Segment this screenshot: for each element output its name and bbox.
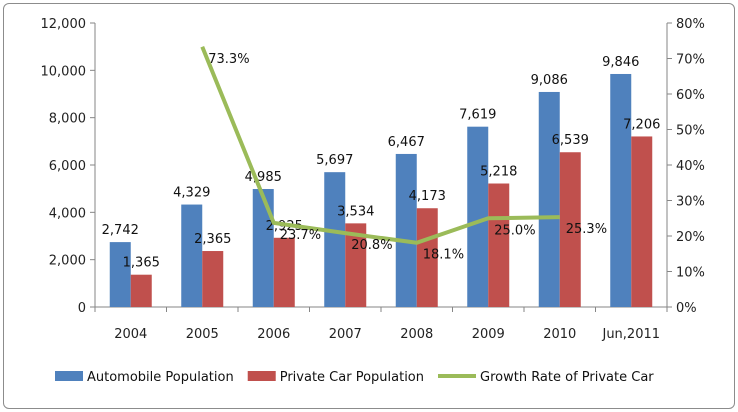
- data-label-automobile: 4,329: [173, 186, 210, 201]
- y-right-tick-label: 20%: [676, 230, 705, 245]
- data-label-automobile: 2,742: [102, 223, 139, 238]
- y-left-tick-label: 12,000: [41, 17, 87, 32]
- bar-private-car: [130, 274, 152, 307]
- legend: Automobile Population Private Car Populat…: [55, 370, 654, 385]
- data-label-automobile: 6,467: [388, 135, 425, 150]
- x-tick-label: 2006: [257, 327, 290, 342]
- legend-label: Private Car Population: [280, 370, 424, 385]
- data-label-automobile: 7,619: [459, 108, 496, 123]
- y-right-tick-label: 80%: [676, 17, 705, 32]
- data-label-automobile: 9,086: [531, 73, 568, 88]
- y-right-tick-label: 0%: [676, 301, 697, 316]
- y-left-tick-label: 10,000: [41, 64, 87, 79]
- legend-label: Automobile Population: [87, 370, 234, 385]
- y-left-tick-label: 2,000: [49, 254, 86, 269]
- bar-private-car: [202, 251, 224, 307]
- x-tick-label: Jun,2011: [601, 327, 660, 342]
- y-left-tick-label: 6,000: [49, 159, 86, 174]
- bar-automobile: [538, 91, 560, 308]
- data-label-growth-rate: 20.8%: [351, 238, 392, 253]
- growth-rate-line: [200, 46, 560, 245]
- x-tick-label: 2007: [329, 327, 362, 342]
- y-left-tick-label: 0: [78, 301, 86, 316]
- data-label-growth-rate: 73.3%: [208, 52, 249, 67]
- y-left-tick-label: 4,000: [49, 206, 86, 221]
- data-label-private-car: 4,173: [409, 189, 446, 204]
- data-label-growth-rate: 25.3%: [566, 222, 607, 237]
- bar-private-car: [416, 208, 438, 307]
- x-tick-label: 2010: [543, 327, 576, 342]
- y-right-tick-label: 10%: [676, 266, 705, 281]
- data-label-private-car: 3,534: [337, 204, 374, 219]
- legend-swatch: [247, 371, 276, 381]
- bar-automobile: [395, 153, 417, 307]
- y-right-tick-label: 60%: [676, 88, 705, 103]
- x-tick-label: 2008: [400, 327, 433, 342]
- y-right-tick-label: 50%: [676, 124, 705, 139]
- data-label-private-car: 2,365: [194, 232, 231, 247]
- x-tick-label: 2004: [114, 327, 147, 342]
- y-right-tick-label: 40%: [676, 159, 705, 174]
- bar-automobile: [181, 204, 203, 307]
- x-tick-label: 2009: [472, 327, 505, 342]
- data-label-growth-rate: 25.0%: [494, 223, 535, 238]
- y-right-tick-label: 70%: [676, 53, 705, 68]
- bar-private-car: [631, 136, 653, 307]
- bar-automobile: [467, 126, 489, 307]
- data-label-automobile: 9,846: [602, 55, 639, 70]
- bar-private-car: [559, 152, 581, 307]
- bar-private-car: [345, 223, 367, 307]
- x-tick-label: 2005: [186, 327, 219, 342]
- data-label-automobile: 5,697: [316, 153, 353, 168]
- data-label-private-car: 1,365: [123, 256, 160, 271]
- data-label-private-car: 6,539: [552, 133, 589, 148]
- y-left-tick-label: 8,000: [49, 112, 86, 127]
- data-label-private-car: 5,218: [480, 165, 517, 180]
- bar-private-car: [488, 183, 510, 307]
- legend-label: Growth Rate of Private Car: [480, 370, 654, 385]
- y-right-tick-label: 30%: [676, 195, 705, 210]
- bar-private-car: [273, 237, 295, 307]
- bar-automobile: [109, 242, 131, 307]
- legend-swatch: [55, 371, 83, 381]
- bar-automobile: [324, 172, 346, 307]
- data-label-private-car: 7,206: [623, 117, 660, 132]
- data-label-growth-rate: 18.1%: [423, 248, 464, 263]
- data-label-automobile: 4,985: [245, 170, 282, 185]
- bar-automobile: [610, 73, 632, 307]
- bar-automobile: [252, 189, 274, 307]
- data-label-growth-rate: 23.7%: [280, 228, 321, 243]
